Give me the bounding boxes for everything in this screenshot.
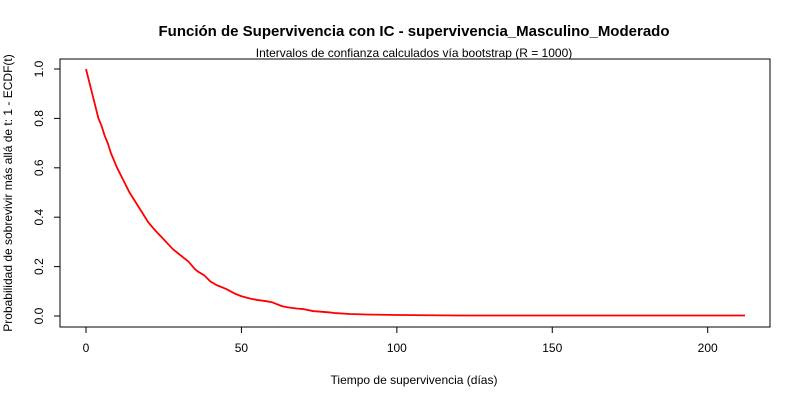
chart-title: Función de Supervivencia con IC - superv… — [159, 23, 670, 40]
x-tick-label: 200 — [698, 341, 718, 355]
plot-frame — [59, 58, 771, 328]
y-tick-label: 0.4 — [32, 209, 46, 226]
y-tick-label: 0.2 — [32, 258, 46, 275]
series-layer — [85, 68, 745, 317]
y-tick-label: 0.0 — [32, 307, 46, 324]
survival-curve — [85, 68, 745, 317]
x-axis: 0 50 100 150 200 — [83, 326, 718, 355]
y-axis: 0.0 0.2 0.4 0.6 0.8 1.0 — [32, 60, 61, 324]
x-axis-label: Tiempo de supervivencia (días) — [331, 373, 498, 387]
y-tick-label: 0.6 — [32, 159, 46, 176]
y-axis-label: Probabilidad de sobrevivir más allá de t… — [1, 54, 15, 331]
x-tick-label: 0 — [83, 341, 90, 355]
x-tick-label: 50 — [235, 341, 249, 355]
y-tick-label: 0.8 — [32, 110, 46, 127]
chart-subtitle: Intervalos de confianza calculados vía b… — [256, 46, 573, 60]
x-tick-label: 150 — [542, 341, 562, 355]
x-tick-label: 100 — [387, 341, 407, 355]
y-tick-label: 1.0 — [32, 60, 46, 77]
